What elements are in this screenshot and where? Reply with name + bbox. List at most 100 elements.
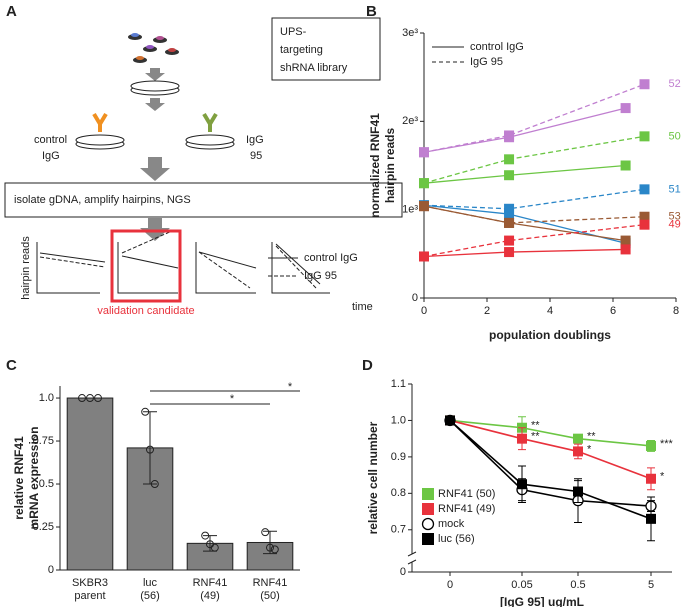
marker <box>504 130 515 141</box>
y-axis-label: relative RNF41 <box>12 436 26 520</box>
arrow <box>140 157 170 181</box>
error-bar <box>143 411 157 485</box>
marker <box>573 433 583 444</box>
mini-plots <box>36 229 330 303</box>
marker <box>419 201 429 212</box>
marker <box>646 513 656 524</box>
data-point <box>261 528 270 537</box>
significance-label: ** <box>531 431 540 443</box>
series-line <box>449 419 652 480</box>
y-tick-label: 0.8 <box>391 487 406 499</box>
y-tick-label: 0.5 <box>39 478 54 490</box>
y-tick-label: 0.9 <box>391 451 406 463</box>
significance-label: * <box>288 381 293 393</box>
x-axis-label: time <box>352 301 373 313</box>
marker <box>504 170 515 181</box>
step-box <box>4 182 403 218</box>
y-axis-label: hairpin reads <box>20 236 32 300</box>
dish <box>185 134 235 150</box>
y-tick-label: 0 <box>412 292 418 304</box>
legend-label: control IgG <box>304 252 358 264</box>
series-line <box>423 205 645 224</box>
marker <box>620 160 631 171</box>
data-point <box>94 394 102 403</box>
x-tick-label: 0.5 <box>570 579 585 591</box>
marker <box>639 79 650 90</box>
x-tick-label: luc <box>143 577 158 589</box>
library-label: UPS- <box>280 26 307 38</box>
legend-label: RNF41 (49) <box>438 503 495 515</box>
dish-label: IgG <box>246 134 264 146</box>
marker <box>504 154 515 165</box>
x-tick-label: (50) <box>260 590 280 602</box>
legend-marker <box>421 517 435 531</box>
step-label: isolate gDNA, amplify hairpins, NGS <box>14 194 191 206</box>
antibody <box>202 112 218 132</box>
x-tick-label: 8 <box>673 305 679 317</box>
library-bugs <box>128 33 179 63</box>
x-tick-label: 0 <box>447 579 453 591</box>
series-label: 49 <box>669 219 681 231</box>
panel-label: D <box>362 357 373 374</box>
x-tick-label: RNF41 <box>253 577 288 589</box>
x-tick-label: RNF41 <box>193 577 228 589</box>
marker <box>504 217 515 228</box>
significance-label: * <box>230 393 235 405</box>
y-tick-label: 0 <box>400 566 406 578</box>
y-tick-label: 0 <box>48 564 54 576</box>
series-line <box>449 419 652 507</box>
x-tick-label: 2 <box>484 305 490 317</box>
marker <box>419 147 429 158</box>
error-bar <box>263 530 277 555</box>
legend-marker <box>422 533 434 545</box>
x-tick-label: (49) <box>200 590 220 602</box>
axis-break <box>407 551 417 565</box>
series-label: 52 <box>669 78 681 90</box>
series-line <box>449 419 652 520</box>
panel-a: A control IgG IgG 95 UPS- targeting shRN… <box>4 3 403 317</box>
panel-label: C <box>6 357 17 374</box>
legend-label: control IgG <box>470 41 524 53</box>
legend-label: IgG 95 <box>304 270 337 282</box>
marker <box>620 103 631 114</box>
highlight-label: validation candidate <box>97 305 194 317</box>
library-label: targeting <box>280 44 323 56</box>
marker <box>504 235 515 246</box>
marker <box>639 184 650 195</box>
series-line <box>423 188 645 210</box>
marker <box>646 440 656 451</box>
x-axis-label: [IgG 95] ug/mL <box>500 595 584 607</box>
marker <box>620 244 631 255</box>
series-line <box>449 419 652 447</box>
y-tick-label: 2e³ <box>402 115 418 127</box>
y-tick-label: 0.25 <box>33 521 54 533</box>
x-tick-label: 0 <box>421 305 427 317</box>
panel-label: B <box>366 3 377 20</box>
marker <box>620 235 631 246</box>
legend-marker <box>422 503 434 515</box>
legend-label: RNF41 (50) <box>438 488 495 500</box>
x-tick-label: 6 <box>610 305 616 317</box>
y-tick-label: 1.1 <box>391 378 406 390</box>
legend-label: luc (56) <box>438 533 475 545</box>
marker <box>573 486 583 497</box>
data-point <box>150 480 159 489</box>
y-axis-label: normalized RNF41 <box>368 113 382 218</box>
data-point <box>266 543 274 552</box>
marker <box>445 415 455 426</box>
data-point <box>78 394 86 403</box>
arrow <box>145 98 165 111</box>
library-label: shRNA library <box>280 62 348 74</box>
bar <box>186 542 234 571</box>
significance-label: *** <box>660 438 674 450</box>
dish-label: 95 <box>250 150 262 162</box>
y-tick-label: 1.0 <box>39 392 54 404</box>
legend-label: mock <box>438 518 465 530</box>
marker <box>646 473 656 484</box>
x-tick-label: 5 <box>648 579 654 591</box>
series-line <box>423 83 645 153</box>
data-point <box>141 407 150 416</box>
marker <box>504 247 515 258</box>
series-label: 51 <box>669 183 681 195</box>
